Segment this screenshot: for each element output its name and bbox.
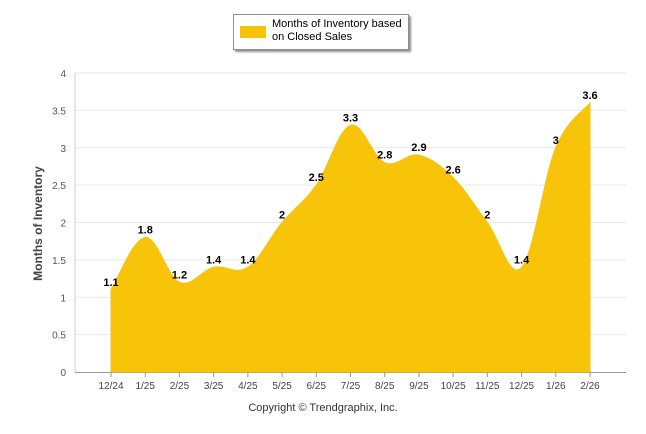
legend-label: Months of Inventory based on Closed Sale… — [272, 18, 402, 43]
y-tick-label: 2 — [60, 219, 66, 230]
y-tick-label: 3 — [60, 144, 66, 155]
y-axis-title: Months of Inventory — [31, 166, 45, 281]
x-tick-label: 2/26 — [580, 381, 600, 392]
data-label: 1.8 — [138, 224, 153, 236]
data-label: 1.4 — [240, 254, 256, 266]
data-label: 1.2 — [172, 269, 187, 281]
data-label: 2.8 — [377, 150, 392, 162]
data-label: 3 — [553, 135, 559, 147]
data-label: 1.4 — [206, 254, 222, 266]
y-tick-label: 0.5 — [52, 331, 66, 342]
y-tick-label: 1 — [60, 293, 66, 304]
y-tick-label: 0 — [60, 368, 66, 379]
x-tick-label: 2/25 — [170, 381, 190, 392]
y-tick-label: 2.5 — [52, 181, 66, 192]
area-series — [110, 101, 591, 373]
x-tick-label: 4/25 — [238, 381, 258, 392]
legend-swatch — [240, 26, 266, 38]
data-label: 2.5 — [309, 172, 324, 184]
y-tick-label: 4 — [60, 69, 66, 80]
x-tick-label: 10/25 — [441, 381, 466, 392]
data-label: 2.9 — [411, 142, 426, 154]
data-label: 2 — [484, 210, 490, 222]
y-tick-label: 3.5 — [52, 106, 66, 117]
data-label: 2 — [279, 210, 285, 222]
x-tick-label: 1/26 — [546, 381, 566, 392]
y-tick-label: 1.5 — [52, 256, 66, 267]
x-tick-label: 6/25 — [307, 381, 327, 392]
data-label: 1.4 — [514, 254, 530, 266]
data-label: 3.6 — [582, 90, 597, 102]
x-tick-label: 8/25 — [375, 381, 395, 392]
data-label: 3.3 — [343, 112, 358, 124]
data-label: 1.1 — [103, 277, 118, 289]
x-tick-label: 3/25 — [204, 381, 224, 392]
data-label: 2.6 — [445, 165, 460, 177]
x-tick-label: 12/24 — [98, 381, 123, 392]
copyright-text: Copyright © Trendgraphix, Inc. — [248, 402, 398, 414]
x-tick-label: 11/25 — [475, 381, 500, 392]
x-tick-label: 12/25 — [509, 381, 534, 392]
x-tick-label: 7/25 — [341, 381, 361, 392]
x-tick-label: 1/25 — [135, 381, 155, 392]
x-tick-label: 5/25 — [272, 381, 292, 392]
x-tick-label: 9/25 — [409, 381, 429, 392]
legend: Months of Inventory based on Closed Sale… — [233, 14, 409, 50]
